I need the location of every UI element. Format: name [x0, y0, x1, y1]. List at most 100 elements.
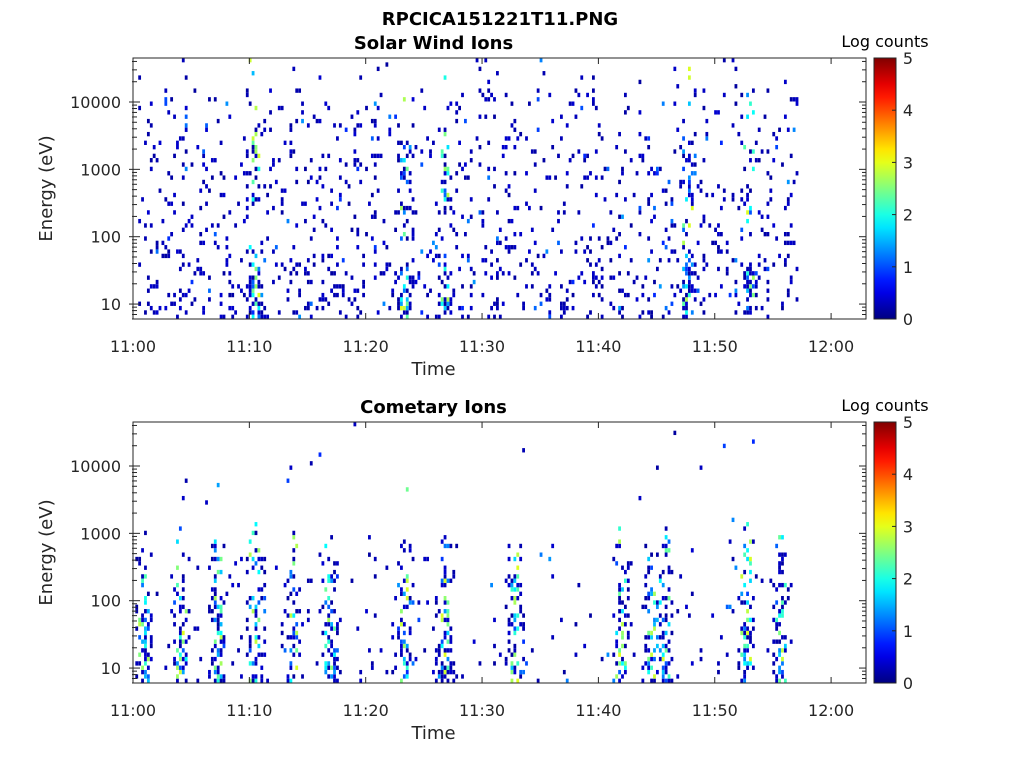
spectrogram-cell	[789, 639, 793, 644]
spectrogram-cell	[778, 253, 781, 259]
spectrogram-cell	[682, 118, 685, 124]
spectrogram-cell	[795, 266, 799, 272]
spectrogram-cell	[685, 305, 688, 311]
spectrogram-cell	[257, 292, 261, 298]
spectrogram-cell	[379, 271, 383, 276]
spectrogram-cell	[391, 292, 395, 298]
spectrogram-cell	[382, 301, 386, 306]
spectrogram-cell	[786, 232, 790, 237]
spectrogram-cell	[333, 678, 336, 683]
spectrogram-cell	[679, 184, 683, 189]
spectrogram-cell	[321, 604, 325, 610]
spectrogram-cell	[144, 617, 147, 623]
spectrogram-cell	[158, 188, 162, 193]
spectrogram-cell	[408, 652, 412, 657]
spectrogram-cell	[618, 214, 621, 219]
spectrogram-cell	[292, 574, 296, 579]
spectrogram-cell	[231, 314, 235, 319]
spectrogram-cell	[443, 674, 447, 679]
spectrogram-cell	[778, 665, 781, 670]
spectrogram-cell	[213, 669, 217, 675]
spectrogram-cell	[321, 253, 325, 259]
spectrogram-cell	[650, 635, 653, 640]
spectrogram-cell	[257, 197, 261, 202]
spectrogram-cell	[551, 635, 555, 640]
spectrogram-cell	[600, 245, 604, 250]
spectrogram-cell	[687, 288, 691, 293]
spectrogram-cell	[685, 218, 688, 224]
spectrogram-cell	[676, 258, 680, 263]
spectrogram-cell	[248, 552, 252, 557]
spectrogram-cell	[638, 495, 642, 501]
spectrogram-cell	[397, 301, 400, 306]
spectrogram-cell	[423, 556, 427, 562]
spectrogram-cell	[292, 674, 296, 679]
spectrogram-cell	[693, 88, 697, 93]
spectrogram-cell	[333, 652, 336, 657]
spectrogram-cell	[289, 665, 293, 670]
spectrogram-cell	[443, 305, 447, 311]
spectrogram-cell	[693, 92, 697, 98]
spectrogram-cell	[458, 305, 461, 311]
spectrogram-cell	[184, 149, 188, 154]
spectrogram-cell	[504, 171, 508, 176]
spectrogram-cell	[685, 266, 688, 272]
spectrogram-cell	[446, 197, 450, 202]
spectrogram-cell	[373, 153, 377, 159]
spectrogram-cell	[743, 310, 747, 315]
spectrogram-cell	[446, 622, 450, 627]
spectrogram-cell	[146, 626, 150, 631]
spectrogram-cell	[574, 240, 578, 246]
spectrogram-cell	[400, 175, 403, 180]
spectrogram-cell	[199, 656, 203, 662]
spectrogram-cell	[400, 678, 403, 683]
spectrogram-cell	[251, 301, 255, 306]
spectrogram-cell	[400, 301, 403, 306]
spectrogram-cell	[658, 648, 662, 653]
spectrogram-cell	[295, 179, 299, 185]
spectrogram-cell	[312, 114, 316, 119]
spectrogram-cell	[289, 271, 293, 276]
spectrogram-cell	[219, 674, 223, 679]
spectrogram-cell	[734, 279, 738, 285]
spectrogram-cell	[781, 613, 784, 618]
spectrogram-cell	[347, 184, 351, 189]
spectrogram-cell	[746, 271, 749, 276]
spectrogram-cell	[248, 639, 252, 644]
spectrogram-cell	[327, 635, 331, 640]
spectrogram-cell	[626, 105, 630, 111]
spectrogram-cell	[254, 661, 258, 666]
spectrogram-cell	[248, 275, 252, 280]
spectrogram-cell	[379, 92, 383, 98]
spectrogram-cell	[542, 158, 546, 163]
spectrogram-cell	[516, 292, 520, 298]
spectrogram-cell	[702, 105, 706, 111]
spectrogram-cell	[164, 101, 168, 106]
spectrogram-cell	[461, 253, 464, 259]
spectrogram-cell	[623, 292, 627, 298]
spectrogram-cell	[743, 145, 747, 150]
spectrogram-cell	[362, 253, 366, 259]
spectrogram-cell	[373, 262, 377, 267]
spectrogram-cell	[292, 530, 296, 536]
spectrogram-cell	[292, 310, 296, 315]
spectrogram-cell	[248, 596, 252, 601]
spectrogram-cell	[653, 617, 656, 623]
x-tick-label: 11:40	[575, 337, 621, 356]
spectrogram-cell	[751, 110, 755, 115]
colorbar-tick-label: 5	[903, 413, 913, 432]
spectrogram-cell	[254, 674, 258, 679]
spectrogram-cell	[786, 197, 790, 202]
spectrogram-cell	[516, 626, 520, 631]
spectrogram-cell	[248, 279, 252, 285]
spectrogram-cell	[443, 569, 447, 575]
spectrogram-cell	[655, 635, 659, 640]
spectrogram-cell	[775, 626, 779, 631]
spectrogram-cell	[754, 574, 758, 579]
spectrogram-cell	[618, 587, 621, 592]
spectrogram-cell	[213, 665, 217, 670]
spectrogram-cell	[516, 661, 520, 666]
spectrogram-cell	[341, 284, 345, 289]
spectrogram-cell	[327, 301, 331, 306]
spectrogram-cell	[327, 613, 331, 618]
